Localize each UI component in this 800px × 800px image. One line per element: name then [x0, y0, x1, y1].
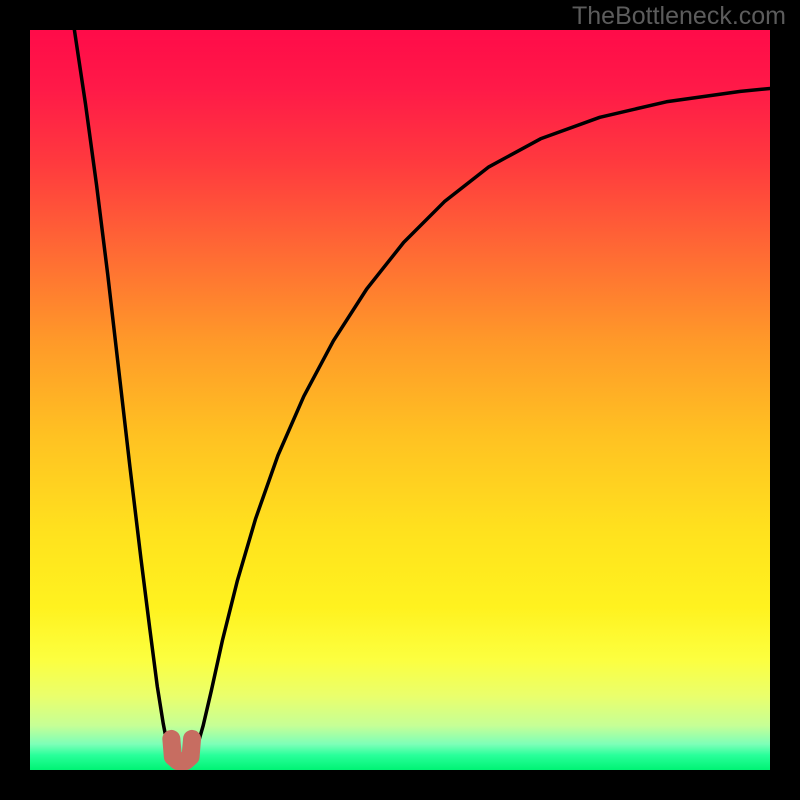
watermark-text: TheBottleneck.com [572, 2, 786, 31]
chart-container: TheBottleneck.com [0, 0, 800, 800]
chart-plot-background [30, 30, 770, 770]
bottleneck-chart-svg [0, 0, 800, 800]
